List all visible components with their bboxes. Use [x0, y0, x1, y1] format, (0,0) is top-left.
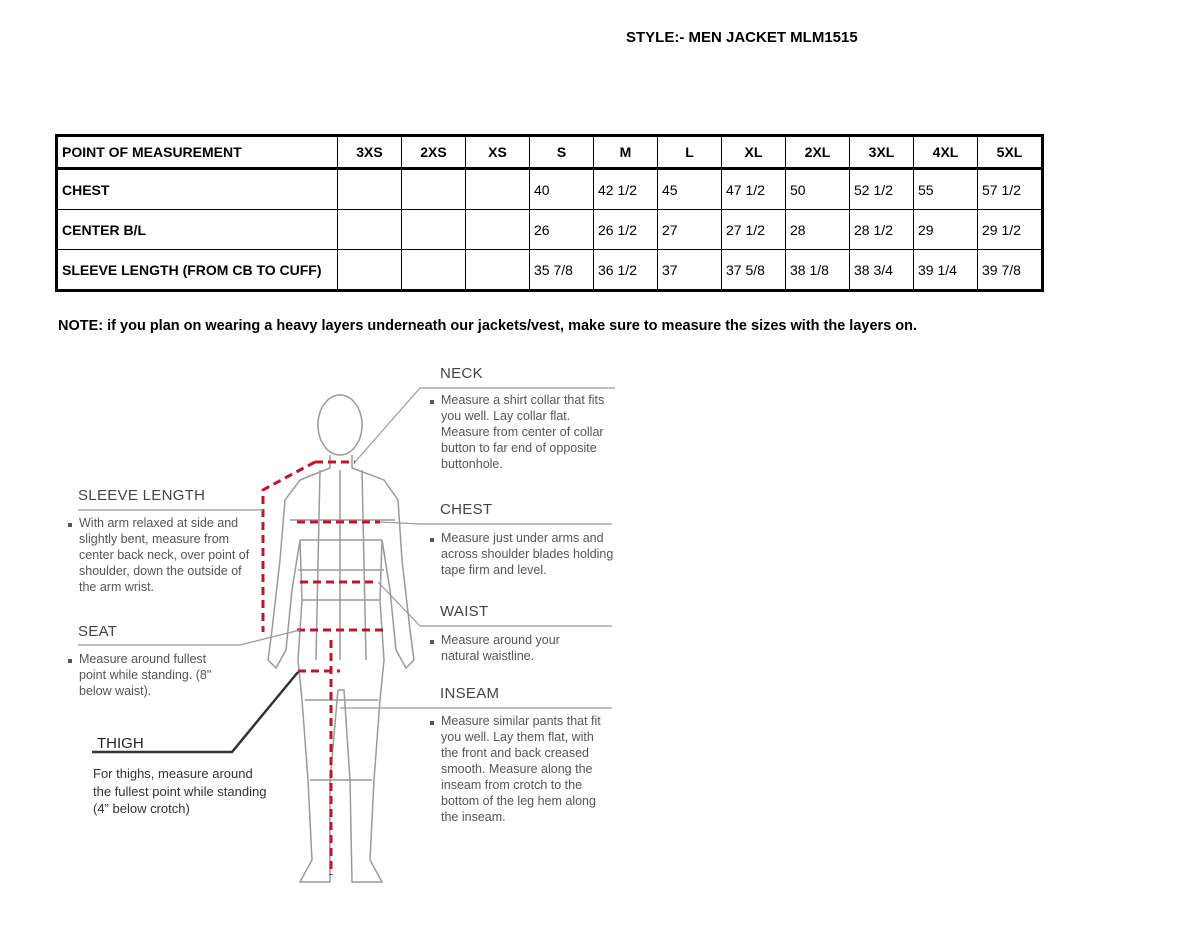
value-cell — [465, 168, 530, 210]
inseam-label: INSEAM — [440, 685, 500, 702]
size-header-cell: XS — [465, 135, 530, 170]
measurement-name-cell: SLEEVE LENGTH (FROM CB TO CUFF) — [56, 249, 338, 291]
size-header-cell: M — [593, 135, 658, 170]
leader-lines — [78, 387, 615, 709]
value-cell — [337, 249, 402, 291]
human-figure-outline — [267, 394, 415, 883]
table-row: CENTER B/L 26 26 1/2 27 27 1/2 28 28 1/2 29 29 1… — [56, 209, 1043, 250]
waist-text: Measure around your natural waistline. — [430, 632, 591, 664]
value-cell: 42 1/2 — [593, 168, 658, 210]
value-cell: 40 — [529, 168, 594, 210]
value-cell — [401, 168, 466, 210]
value-cell: 37 — [657, 249, 722, 291]
size-header-cell: 2XS — [401, 135, 466, 170]
style-title: STYLE:- MEN JACKET MLM1515 — [626, 29, 858, 46]
value-cell: 38 1/8 — [785, 249, 850, 291]
waist-label: WAIST — [440, 603, 489, 620]
table-row: CHEST 40 42 1/2 45 47 1/2 50 52 1/2 55 57 1/2 — [56, 168, 1043, 210]
value-cell: 39 7/8 — [977, 249, 1043, 291]
size-header-cell: 4XL — [913, 135, 978, 170]
value-cell: 27 — [657, 209, 722, 250]
value-cell: 37 5/8 — [721, 249, 786, 291]
value-cell: 29 — [913, 209, 978, 250]
value-cell: 36 1/2 — [593, 249, 658, 291]
size-table: POINT OF MEASUREMENT 3XS 2XS XS S M L XL 2XL 3XL 4… — [55, 134, 1044, 292]
sleeve-measure-line — [261, 460, 316, 632]
size-header-cell: 3XL — [849, 135, 914, 170]
thigh-leader-line — [92, 671, 299, 754]
size-header-cell: 3XS — [337, 135, 402, 170]
thigh-text: For thighs, measure around the fullest p… — [93, 766, 267, 816]
value-cell: 26 1/2 — [593, 209, 658, 250]
header-cell: POINT OF MEASUREMENT — [56, 135, 338, 170]
neck-label: NECK — [440, 365, 483, 382]
value-cell: 29 1/2 — [977, 209, 1043, 250]
sleeve-length-text: With arm relaxed at side and slightly be… — [68, 515, 254, 595]
seat-text: Measure around fullest point while stand… — [68, 651, 229, 699]
value-cell: 26 — [529, 209, 594, 250]
value-cell: 28 — [785, 209, 850, 250]
value-cell — [337, 168, 402, 210]
value-cell — [401, 249, 466, 291]
value-cell: 52 1/2 — [849, 168, 914, 210]
size-header-cell: 5XL — [977, 135, 1043, 170]
thigh-label: THIGH — [97, 735, 144, 752]
neck-text: Measure a shirt collar that fits you wel… — [430, 392, 621, 472]
sleeve-length-label: SLEEVE LENGTH — [78, 487, 206, 504]
size-header-cell: L — [657, 135, 722, 170]
size-header-cell: XL — [721, 135, 786, 170]
value-cell — [337, 209, 402, 250]
chest-label: CHEST — [440, 501, 493, 518]
layering-note: NOTE: if you plan on wearing a heavy lay… — [58, 318, 918, 334]
value-cell: 38 3/4 — [849, 249, 914, 291]
seat-label: SEAT — [78, 623, 118, 640]
table-row: SLEEVE LENGTH (FROM CB TO CUFF) 35 7/8 36 … — [56, 249, 1043, 291]
size-header-cell: S — [529, 135, 594, 170]
value-cell: 50 — [785, 168, 850, 210]
measurement-name-cell: CHEST — [56, 168, 338, 210]
measure-lines — [261, 460, 385, 875]
inseam-text: Measure similar pants that fit you well.… — [430, 713, 613, 825]
value-cell — [465, 249, 530, 291]
table-header-row: POINT OF MEASUREMENT 3XS 2XS XS S M L XL 2XL 3XL 4… — [56, 135, 1043, 170]
value-cell — [401, 209, 466, 250]
chest-text: Measure just under arms and across shoul… — [430, 530, 616, 578]
